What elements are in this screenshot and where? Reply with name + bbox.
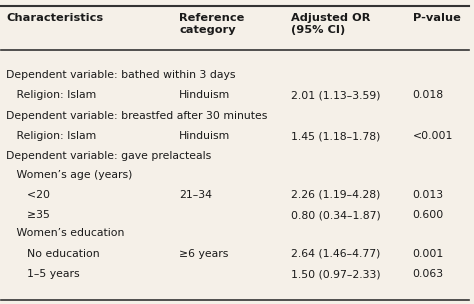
Text: <20: <20 (6, 190, 50, 200)
Text: Women’s age (years): Women’s age (years) (6, 170, 132, 180)
Text: 0.80 (0.34–1.87): 0.80 (0.34–1.87) (291, 210, 381, 220)
Text: 1.50 (0.97–2.33): 1.50 (0.97–2.33) (291, 269, 381, 279)
Text: Reference
category: Reference category (179, 13, 245, 35)
Text: Dependent variable: gave prelacteals: Dependent variable: gave prelacteals (6, 151, 211, 161)
Text: 0.600: 0.600 (413, 210, 444, 220)
Text: ≥35: ≥35 (6, 210, 50, 220)
Text: Religion: Islam: Religion: Islam (6, 90, 96, 100)
Text: 0.063: 0.063 (413, 269, 444, 279)
Text: No education: No education (6, 249, 100, 259)
Text: 2.01 (1.13–3.59): 2.01 (1.13–3.59) (291, 90, 381, 100)
Text: Adjusted OR
(95% CI): Adjusted OR (95% CI) (291, 13, 371, 35)
Text: Dependent variable: bathed within 3 days: Dependent variable: bathed within 3 days (6, 70, 236, 80)
Text: Hinduism: Hinduism (179, 131, 230, 141)
Text: Dependent variable: breastfed after 30 minutes: Dependent variable: breastfed after 30 m… (6, 111, 267, 121)
Text: Hinduism: Hinduism (179, 90, 230, 100)
Text: ≥6 years: ≥6 years (179, 249, 228, 259)
Text: <0.001: <0.001 (413, 131, 453, 141)
Text: Women’s education: Women’s education (6, 228, 125, 238)
Text: 0.013: 0.013 (413, 190, 444, 200)
Text: 1–5 years: 1–5 years (6, 269, 80, 279)
Text: 2.26 (1.19–4.28): 2.26 (1.19–4.28) (291, 190, 381, 200)
Text: P-value: P-value (413, 13, 461, 23)
Text: 1.45 (1.18–1.78): 1.45 (1.18–1.78) (291, 131, 381, 141)
Text: 21–34: 21–34 (179, 190, 212, 200)
Text: Characteristics: Characteristics (6, 13, 103, 23)
Text: Religion: Islam: Religion: Islam (6, 131, 96, 141)
Text: 0.018: 0.018 (413, 90, 444, 100)
Text: 0.001: 0.001 (413, 249, 444, 259)
Text: 2.64 (1.46–4.77): 2.64 (1.46–4.77) (291, 249, 381, 259)
